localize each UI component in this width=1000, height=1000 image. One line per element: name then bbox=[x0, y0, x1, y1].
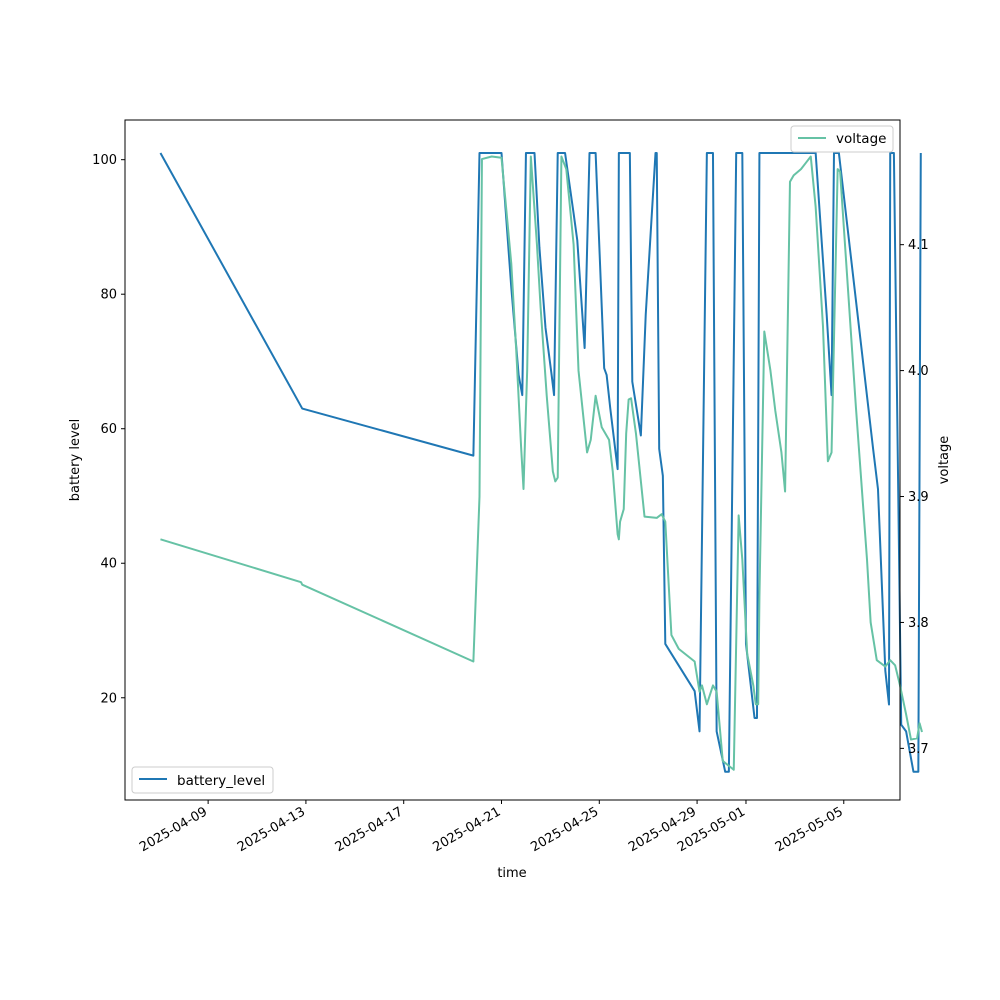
y-axis-left: 20 40 60 80 100 bbox=[92, 153, 125, 706]
y-right-tick-label: 4.0 bbox=[908, 364, 929, 379]
legend-voltage-label: voltage bbox=[836, 131, 886, 147]
y-right-tick-label: 3.9 bbox=[908, 490, 929, 505]
y-left-tick-label: 40 bbox=[100, 557, 117, 572]
y-right-tick-label: 3.8 bbox=[908, 616, 929, 631]
legend-battery-level: battery_level bbox=[131, 766, 274, 794]
legend-battery-level-box bbox=[131, 766, 274, 794]
y-right-tick-label: 3.7 bbox=[908, 742, 929, 757]
y-right-tick-label: 4.1 bbox=[908, 238, 929, 253]
plot-area-frame bbox=[124, 119, 901, 801]
y-axis-right: 3.7 3.8 3.9 4.0 4.1 bbox=[900, 238, 929, 757]
legend-voltage: voltage bbox=[790, 125, 894, 153]
series-line-battery-level bbox=[159, 151, 922, 773]
y-left-tick-label: 100 bbox=[92, 153, 117, 168]
series-layer bbox=[159, 151, 923, 773]
x-axis-title: time bbox=[497, 866, 526, 881]
legend-voltage-box bbox=[790, 125, 894, 153]
y-left-tick-label: 60 bbox=[100, 422, 117, 437]
y-axis-left-title: battery level bbox=[68, 419, 83, 502]
legend-battery-level-label: battery_level bbox=[177, 773, 265, 789]
y-left-tick-label: 80 bbox=[100, 288, 117, 303]
y-axis-right-title: voltage bbox=[937, 436, 952, 485]
y-left-tick-label: 20 bbox=[100, 691, 117, 706]
series-line-voltage bbox=[160, 155, 923, 771]
